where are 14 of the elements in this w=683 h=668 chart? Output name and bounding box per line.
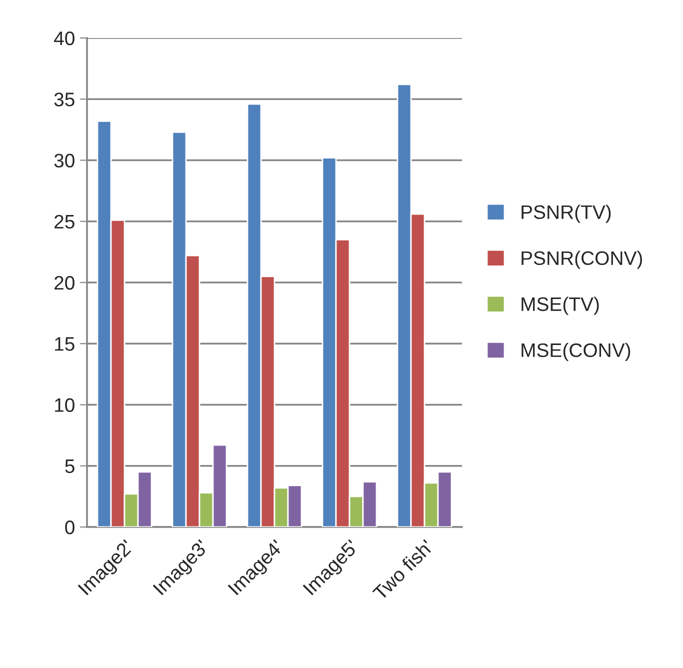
y-tick-label: 0 (65, 520, 74, 534)
legend-label: MSE(CONV) (522, 342, 630, 361)
x-tick-label: Two fish' (372, 538, 434, 601)
y-tick-label: 5 (65, 460, 74, 474)
legend-label: PSNR(CONV) (522, 250, 642, 269)
y-tick-label: 25 (54, 214, 74, 229)
legend-label: PSNR(TV) (522, 204, 611, 223)
y-tick-label: 20 (54, 276, 74, 290)
y-tick-label: 40 (54, 31, 74, 46)
y-tick-label: 30 (54, 154, 74, 168)
y-tick-label: 15 (55, 337, 74, 351)
legend-label: MSE(TV) (522, 296, 599, 315)
y-tick-label: 35 (54, 92, 74, 106)
y-tick-label: 10 (55, 398, 74, 412)
